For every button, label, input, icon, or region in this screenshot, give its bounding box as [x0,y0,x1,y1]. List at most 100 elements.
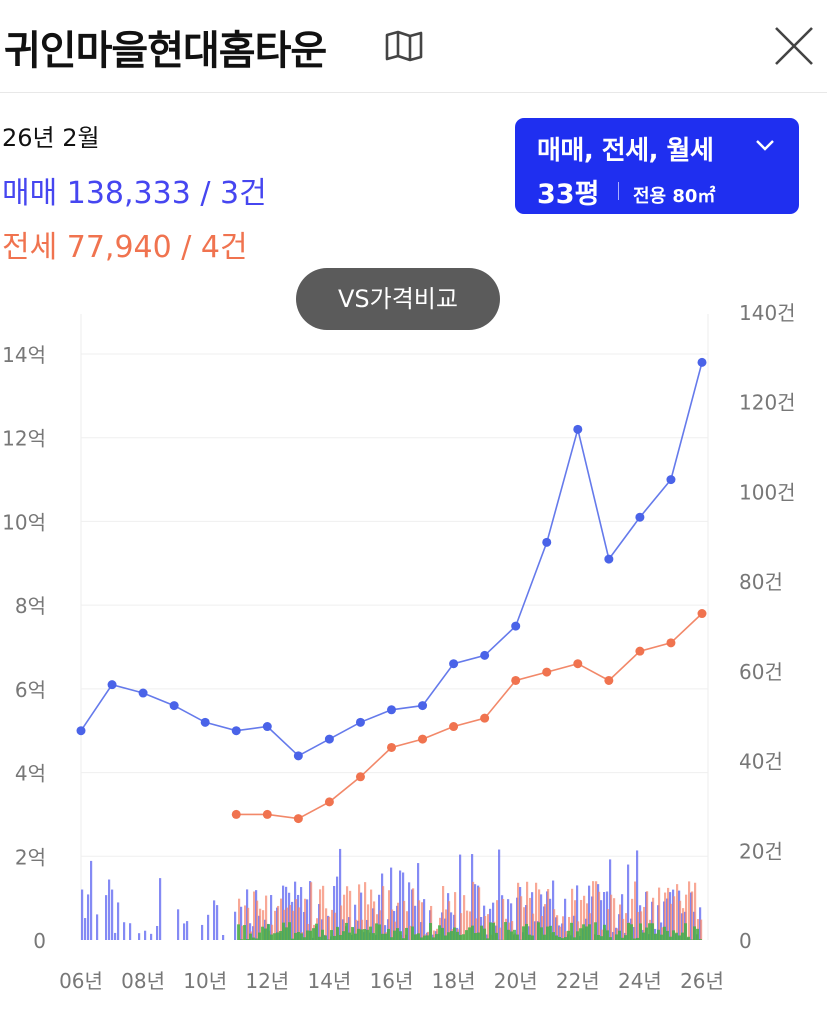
volume-bar-jeonse [583,895,586,940]
volume-bar-rent [444,935,447,940]
sale-point [635,512,645,522]
y-left-tick: 6억 [15,678,46,702]
price-chart[interactable]: 0 2억 4억 6억 8억 10억 12억 14억 0 20건 40건 60건 80건 100건 120건 1… [0,296,827,1010]
volume-bar-rent [621,937,624,940]
volume-bar-rent [240,939,243,940]
volume-bar-rent [657,929,660,940]
volume-bar-rent [300,933,303,940]
close-icon[interactable] [770,22,818,70]
volume-bar-jeonse [328,916,331,940]
volume-bar-jeonse [343,894,346,940]
volume-bar-sale [144,930,147,940]
jeonse-point [511,675,521,685]
volume-bar-rent [426,935,429,940]
volume-bar-rent [540,927,543,940]
y-left-tick: 4억 [15,762,46,786]
volume-bar-jeonse [346,886,349,940]
volume-bar-rent [678,935,681,940]
y-right-tick: 80건 [739,570,783,594]
volume-bar-rent [642,932,645,940]
sale-point [231,726,241,736]
volume-bar-sale [423,899,426,940]
volume-bar-sale [159,878,162,940]
volume-bar-rent [696,928,699,940]
header: 귀인마을현대홈타운 [0,0,827,93]
volume-bar-rent [402,938,405,940]
volume-bar-jeonse [460,913,463,940]
volume-bar-jeonse [463,895,466,940]
volume-bar-jeonse [349,890,352,940]
volume-bar-sale [621,894,624,940]
chevron-down-icon [756,140,774,151]
volume-bar-sale [498,849,501,940]
volume-bar-rent [555,935,558,940]
volume-bar-jeonse [469,911,472,940]
volume-bar-sale [507,899,510,940]
filter-size: 33평 [537,179,600,210]
volume-bar-rent [681,932,684,940]
volume-bar-rent [456,931,459,940]
volume-bar-jeonse [247,907,250,940]
volume-bar-sale [336,876,339,940]
volume-bar-jeonse [403,900,406,940]
volume-bar-rent [468,927,471,940]
map-icon[interactable] [384,30,424,62]
y-left-tick: 0 [33,929,46,953]
volume-bar-rent [486,938,489,940]
volume-bar-rent [570,922,573,940]
jeonse-summary: 전세 77,940 / 4건 [2,222,248,266]
volume-bar-jeonse [700,919,703,940]
volume-bar-sale [114,932,117,940]
volume-bar-jeonse [613,898,616,940]
trade-filter-button[interactable]: 매매, 전세, 월세 33평 전용 80㎡ [515,118,799,214]
sale-point [480,650,490,660]
volume-bar-rent [438,925,441,940]
volume-bar-sale [627,864,630,940]
volume-bar-jeonse [538,889,541,940]
volume-bar-rent [579,928,582,940]
volume-bar-sale [549,898,552,940]
y-right-tick: 0 [739,929,752,953]
volume-bar-rent [522,926,525,940]
volume-bar-jeonse [406,911,409,940]
volume-bar-rent [255,938,258,940]
volume-bar-jeonse [559,926,562,940]
sale-point [138,688,148,698]
volume-bar-rent [273,933,276,940]
volume-bar-jeonse [238,898,241,940]
volume-bar-sale [177,909,180,940]
jeonse-point [635,646,645,656]
volume-bar-sale [108,879,111,940]
sale-point [418,701,428,711]
volume-bar-rent [267,924,270,940]
volume-bar-jeonse [652,897,655,940]
vs-compare-button[interactable]: VS가격비교 [296,268,500,330]
volume-bar-rent [627,922,630,940]
volume-bar-jeonse [280,898,283,940]
volume-bar-rent [435,934,438,940]
volume-bar-rent [324,935,327,940]
volume-bar-jeonse [532,913,535,940]
y-right-tick: 60건 [739,660,783,684]
filter-types: 매매, 전세, 월세 [537,136,714,166]
volume-bar-rent [270,934,273,940]
volume-bar-rent [606,930,609,940]
volume-bar-jeonse [616,928,619,940]
volume-bar-jeonse [502,899,505,940]
volume-bar-jeonse [355,919,358,940]
volume-bar-jeonse [670,903,673,940]
volume-bar-jeonse [535,882,538,940]
filter-area: 전용 80㎡ [633,186,716,207]
volume-bar-rent [288,922,291,940]
page-title: 귀인마을현대홈타운 [4,28,327,74]
volume-bar-jeonse [631,898,634,940]
volume-bar-jeonse [586,903,589,940]
volume-bar-sale [459,854,462,940]
volume-bar-rent [405,927,408,940]
volume-bar-rent [306,930,309,940]
jeonse-point [418,734,428,744]
volume-bar-jeonse [610,894,613,940]
volume-bar-rent [660,934,663,940]
volume-bar-jeonse [448,901,451,940]
y-right-tick: 100건 [739,480,796,504]
